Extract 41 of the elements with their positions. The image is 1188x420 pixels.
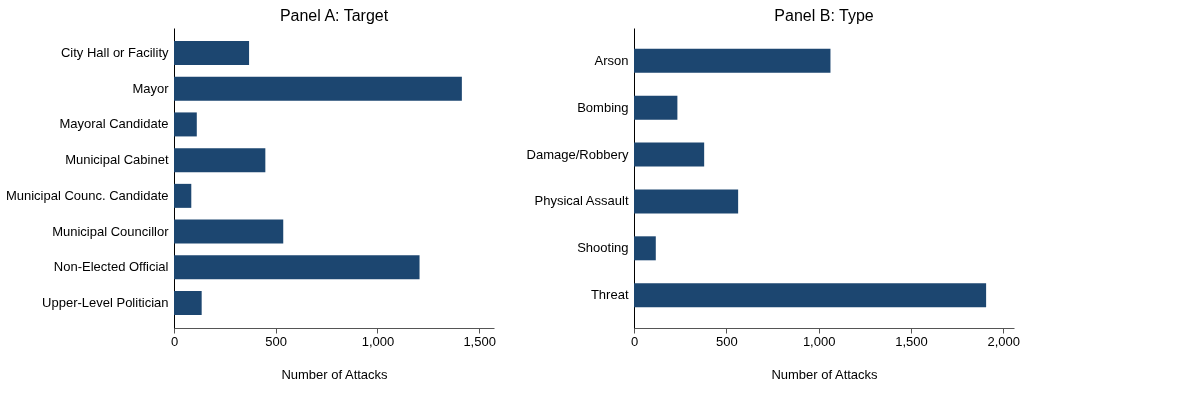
chart-title: Panel B: Type [774,7,874,24]
y-tick-label: City Hall or Facility [60,45,169,60]
y-tick-label: Threat [590,287,629,303]
y-tick-label: Damage/Robbery [526,146,629,162]
y-tick-label: Mayoral Candidate [59,116,169,132]
bar [634,283,987,308]
bar [174,41,250,65]
bar [174,183,192,208]
y-tick-label: Mayor [132,80,170,96]
x-axis-title: Number of Attacks [771,366,879,382]
x-tick-label: 0 [630,333,639,349]
x-tick-label: 1,500 [895,333,928,349]
x-tick-label: 500 [715,333,738,349]
bar [634,95,678,120]
x-axis-title: Number of Attacks [281,366,389,382]
y-tick-label: Municipal Cabinet [65,152,169,168]
y-tick-label: Shooting [577,240,629,256]
bar [634,142,705,167]
y-tick-label: Arson [594,52,629,68]
bar [174,219,284,244]
bar [174,291,202,315]
bar [174,112,197,137]
x-tick-label: 2,000 [987,333,1021,349]
x-tick-label: 1,500 [463,333,496,349]
y-tick-label: Upper-Level Politician [42,295,169,310]
x-tick-label: 500 [265,333,288,349]
chart-title: Panel A: Target [279,7,389,24]
y-tick-label: Physical Assault [534,193,629,209]
bar [634,189,739,214]
y-tick-label: Non-Elected Official [53,259,169,275]
bar [174,76,462,101]
bar [174,148,266,173]
bar [634,236,656,261]
x-tick-label: 0 [170,333,179,349]
y-tick-label: Municipal Counc. Candidate [5,187,169,203]
x-tick-label: 1,000 [802,333,836,349]
x-tick-label: 1,000 [361,333,395,349]
y-tick-label: Municipal Councillor [52,223,170,239]
bar [174,255,420,280]
bar [634,48,831,73]
y-tick-label: Bombing [577,99,629,115]
